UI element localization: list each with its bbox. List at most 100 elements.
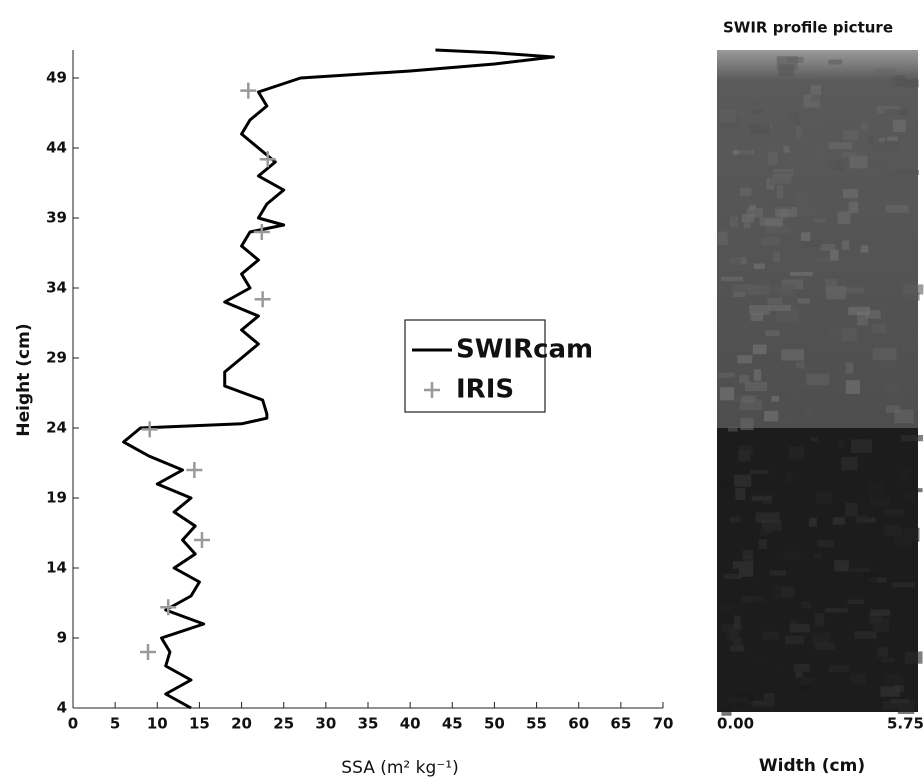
texture-patch xyxy=(880,686,900,697)
texture-patch xyxy=(841,240,850,250)
texture-patch xyxy=(782,550,802,561)
y-tick-label: 44 xyxy=(46,139,67,157)
texture-patch xyxy=(749,123,770,135)
x-tick-label: 45 xyxy=(442,715,463,733)
texture-patch xyxy=(789,271,813,276)
x-tick-label: 55 xyxy=(526,715,547,733)
texture-patch xyxy=(797,298,810,304)
texture-patch xyxy=(788,446,805,460)
texture-patch xyxy=(849,155,868,169)
texture-patch xyxy=(729,216,738,228)
texture-patch xyxy=(748,163,760,173)
texture-patch xyxy=(720,605,733,611)
texture-patch xyxy=(797,204,820,216)
texture-patch xyxy=(776,308,799,322)
texture-patch xyxy=(753,369,762,381)
texture-patch xyxy=(900,434,924,442)
y-axis-label: Height (cm) xyxy=(14,323,34,436)
iris-marker xyxy=(253,224,270,240)
texture-patch xyxy=(759,529,772,536)
texture-patch xyxy=(752,109,764,114)
texture-patch xyxy=(824,377,843,389)
texture-patch xyxy=(747,208,764,218)
texture-patch xyxy=(722,343,737,356)
texture-patch xyxy=(742,555,754,566)
texture-patch xyxy=(749,204,756,210)
texture-patch xyxy=(753,263,765,269)
texture-patch xyxy=(729,645,745,652)
texture-patch xyxy=(741,395,755,403)
texture-patch xyxy=(734,615,741,630)
texture-patch xyxy=(749,598,770,604)
x-tick-label: 40 xyxy=(400,715,421,733)
texture-patch xyxy=(785,471,793,485)
texture-patch xyxy=(854,631,877,639)
texture-patch xyxy=(773,586,794,598)
texture-patch xyxy=(841,457,858,471)
texture-patch xyxy=(719,387,735,401)
iris-marker xyxy=(160,599,177,616)
texture-patch xyxy=(764,410,779,422)
texture-patch xyxy=(752,655,768,664)
texture-patch xyxy=(879,356,902,368)
texture-patch xyxy=(768,198,792,210)
x-tick-label: 50 xyxy=(484,715,505,733)
texture-patch xyxy=(827,328,845,337)
y-tick-label: 49 xyxy=(46,69,67,87)
texture-patch xyxy=(767,297,783,305)
texture-patch xyxy=(729,516,741,523)
texture-patch xyxy=(892,119,906,132)
texture-patch xyxy=(800,601,812,609)
texture-patch xyxy=(825,279,838,293)
texture-patch xyxy=(863,572,878,585)
texture-patch xyxy=(857,311,868,326)
texture-patch xyxy=(765,453,780,459)
texture-patch xyxy=(750,312,764,321)
texture-patch xyxy=(795,126,802,138)
y-tick-label: 9 xyxy=(57,629,67,647)
swircam-line xyxy=(122,48,555,710)
texture-patch xyxy=(904,292,920,301)
texture-patch xyxy=(810,85,822,95)
x-tick-label: 0 xyxy=(68,715,78,733)
texture-patch xyxy=(836,439,845,449)
texture-patch xyxy=(902,284,924,295)
texture-patch xyxy=(875,662,899,669)
texture-patch xyxy=(813,218,826,223)
texture-patch xyxy=(825,608,848,613)
texture-patch xyxy=(800,677,816,687)
x-tick-label: 35 xyxy=(358,715,379,733)
x-tick-label: 25 xyxy=(273,715,294,733)
iris-marker xyxy=(141,421,158,438)
texture-patch xyxy=(809,517,817,527)
texture-patch xyxy=(806,373,830,386)
texture-patch xyxy=(884,174,893,180)
y-tick-label: 14 xyxy=(46,559,67,577)
texture-patch xyxy=(837,211,851,224)
texture-patch xyxy=(781,349,804,361)
texture-patch xyxy=(872,348,897,361)
texture-patch xyxy=(816,256,833,263)
texture-patch xyxy=(796,191,808,202)
texture-patch xyxy=(776,185,784,200)
texture-patch xyxy=(721,623,743,631)
texture-patch xyxy=(746,101,762,106)
texture-patch xyxy=(845,380,861,394)
texture-patch xyxy=(820,243,836,251)
texture-patch xyxy=(883,525,903,537)
texture-patch xyxy=(866,481,886,495)
legend-swatch xyxy=(424,382,440,398)
texture-patch xyxy=(870,609,891,616)
texture-patch xyxy=(843,188,859,199)
texture-patch xyxy=(814,148,826,162)
texture-patch xyxy=(739,187,752,197)
texture-patch xyxy=(738,450,751,462)
texture-patch xyxy=(811,92,827,102)
image-tick-label: 0.00 xyxy=(717,715,754,733)
texture-patch xyxy=(717,231,728,246)
iris-marker xyxy=(140,644,157,660)
texture-patch xyxy=(728,255,741,266)
texture-patch xyxy=(743,245,755,256)
texture-patch xyxy=(766,225,789,234)
texture-patch xyxy=(747,284,770,296)
